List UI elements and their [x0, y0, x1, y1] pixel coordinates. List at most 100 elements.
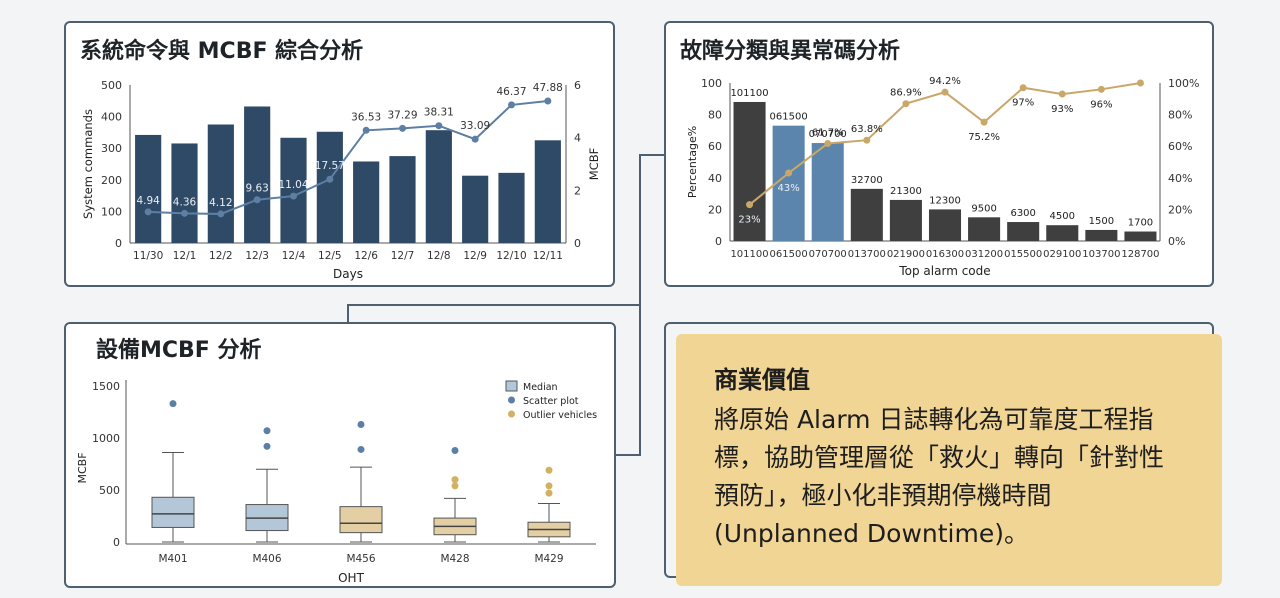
alarm-pareto-panel: 故障分類與異常碼分析 0 20 40 60 80 100 0% 20% 40% 60% 80% 100…	[664, 21, 1214, 287]
mcbf-point	[544, 97, 552, 105]
bar	[425, 130, 452, 243]
y-axis-label: MCBF	[76, 452, 89, 483]
bar-value-label: 4500	[1050, 211, 1075, 222]
cumulative-point	[980, 118, 988, 126]
bar	[1007, 222, 1040, 241]
equipment-mcbf-panel: 設備MCBF 分析 0 500 1000 1500 M401 M406 M456 M428 M4…	[64, 322, 616, 588]
bar-value-label: 21300	[890, 186, 922, 197]
x-tick-label: 12/10	[496, 250, 526, 262]
y-tick-label: 100	[701, 77, 722, 90]
bar	[850, 188, 883, 241]
cumulative-label: 86.9%	[890, 88, 922, 99]
bar	[1124, 231, 1157, 241]
mcbf-point-label: 11.04	[278, 179, 308, 191]
x-tick-label: 12/5	[318, 250, 342, 262]
cumulative-line	[748, 82, 1141, 206]
mcbf-point	[471, 135, 479, 143]
cumulative-point	[941, 88, 949, 96]
x-tick-label: 013700	[848, 249, 886, 260]
mcbf-point	[326, 175, 334, 183]
bar	[772, 125, 805, 241]
outlier-point	[357, 420, 365, 428]
x-tick-label: 12/11	[533, 250, 563, 262]
x-tick-label: 12/6	[354, 250, 378, 262]
y-tick-label: 40	[708, 172, 722, 185]
mcbf-point	[181, 209, 188, 217]
bar	[389, 156, 416, 243]
y-tick-label: 500	[99, 484, 120, 497]
bar	[171, 143, 198, 243]
y-axis-label: System commands	[81, 109, 95, 219]
bar	[316, 131, 343, 243]
mcbf-point-label: 46.37	[496, 86, 526, 98]
mcbf-point	[399, 124, 406, 132]
mcbf-point-label: 4.36	[173, 196, 197, 208]
y-tick-label: 1500	[92, 380, 120, 393]
x-axis-label: Days	[333, 267, 363, 281]
legend-marker	[508, 410, 515, 418]
x-tick-label: 12/7	[391, 250, 415, 262]
cumulative-label: 61.7%	[812, 128, 844, 139]
x-tick-label: 11/30	[133, 250, 163, 262]
outlier-point	[357, 445, 365, 453]
mcbf-line	[148, 100, 548, 215]
outlier-point	[545, 466, 553, 474]
mcbf-command-panel: 系統命令與 MCBF 綜合分析 0 100 200 300 400 500 0 2 4 6 11/3…	[64, 21, 615, 287]
x-tick-label: 031200	[965, 249, 1003, 260]
x-tick-label: 12/2	[209, 250, 233, 262]
mcbf-point	[508, 101, 515, 109]
x-tick-label: 12/4	[282, 250, 306, 262]
x-axis-label: OHT	[338, 571, 364, 585]
outlier-point	[169, 400, 177, 408]
x-tick-label: 12/3	[245, 250, 269, 262]
mcbf-point	[217, 210, 225, 218]
cumulative-label: 96%	[1090, 99, 1112, 110]
cumulative-point	[863, 136, 871, 144]
mcbf-point-label: 36.53	[351, 111, 381, 123]
outlier-point	[451, 482, 459, 490]
x-tick-label: 070700	[809, 249, 847, 260]
x-tick-label: M456	[346, 553, 375, 565]
outlier-point	[263, 442, 271, 450]
bar-value-label: 12300	[929, 195, 961, 206]
equipment-box-chart: 0 500 1000 1500 M401 M406 M456 M428 M429 Median Sc…	[76, 380, 597, 585]
y2-tick-label: 4	[574, 132, 581, 145]
panel-title: 系統命令與 MCBF 綜合分析	[80, 39, 364, 64]
bar-value-label: 061500	[770, 112, 808, 123]
mcbf-point-label: 17.57	[315, 160, 345, 172]
alarm-pareto-chart: 0 20 40 60 80 100 0% 20% 40% 60% 80% 100% 101100 1011…	[686, 76, 1199, 278]
x-tick-label: 016300	[926, 249, 964, 260]
y-tick-label: 60	[708, 140, 722, 153]
command-mcbf-chart: 0 100 200 300 400 500 0 2 4 6 11/30 12/1 12/2 12/3 12/…	[81, 79, 601, 281]
cumulative-label: 75.2%	[968, 132, 1000, 143]
mcbf-point	[435, 122, 443, 130]
x-tick-label: M401	[158, 553, 187, 565]
y-tick-label: 100	[101, 205, 122, 218]
legend-swatch	[505, 380, 518, 392]
cumulative-point	[746, 201, 754, 209]
y-tick-label: 80	[708, 109, 722, 122]
bar-value-label: 101100	[730, 88, 768, 99]
bar	[928, 209, 962, 241]
x-tick-label: 015500	[1004, 249, 1042, 260]
y2-tick-label: 60%	[1168, 140, 1192, 153]
y2-tick-label: 0%	[1168, 235, 1185, 248]
x-tick-label: 12/8	[427, 250, 451, 262]
mcbf-point	[290, 192, 297, 200]
y-tick-label: 200	[101, 174, 122, 187]
y2-tick-label: 0	[574, 237, 581, 250]
legend-label: Scatter plot	[523, 396, 579, 407]
bar	[534, 140, 561, 243]
bar	[968, 217, 1001, 241]
mcbf-point-label: 47.88	[533, 82, 563, 94]
mcbf-point-label: 9.63	[245, 183, 268, 195]
box	[339, 506, 383, 534]
cumulative-point	[1058, 90, 1066, 98]
box	[151, 496, 195, 528]
y-tick-label: 0	[715, 235, 722, 248]
x-tick-label: 103700	[1082, 249, 1120, 260]
bar	[1085, 229, 1118, 241]
bar	[889, 199, 922, 241]
y-tick-label: 400	[101, 111, 122, 124]
cumulative-point	[785, 169, 793, 177]
